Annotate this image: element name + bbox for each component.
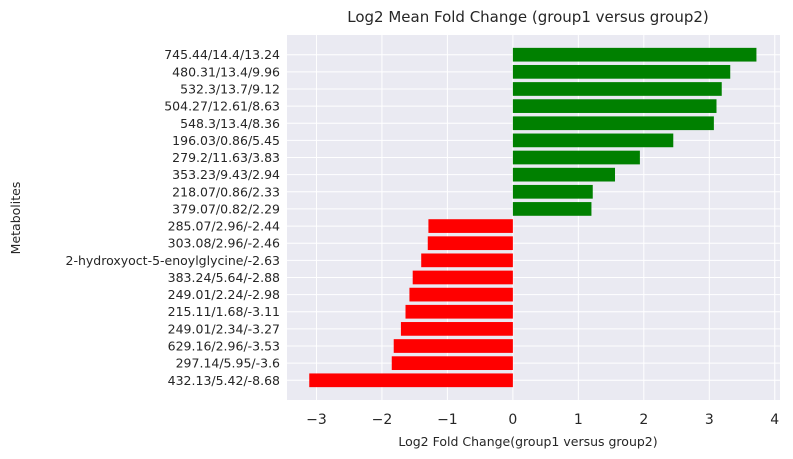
x-tick-label: −1 (437, 412, 458, 428)
y-tick-label: 629.16/2.96/-3.53 (168, 339, 280, 354)
y-tick-label: 215.11/1.68/-3.11 (168, 304, 280, 319)
y-tick-label: 548.3/13.4/8.36 (180, 116, 280, 131)
bar (412, 270, 513, 285)
bar (512, 167, 616, 182)
y-tick-label: 196.03/0.86/5.45 (172, 133, 280, 148)
x-tick-label: 1 (574, 412, 583, 428)
bars (309, 47, 757, 388)
x-tick-label: 4 (770, 412, 779, 428)
bar (409, 287, 513, 302)
bar (427, 236, 513, 251)
x-tick-label: 3 (705, 412, 714, 428)
bar (400, 322, 513, 336)
y-tick-label: 432.13/5.42/-8.68 (168, 373, 280, 388)
y-tick-labels: 745.44/14.4/13.24 480.31/13.4/9.96 532.3/1… (66, 47, 281, 388)
y-tick-label: 279.2/11.63/3.83 (172, 150, 280, 165)
bar (512, 47, 757, 62)
y-tick-label: 480.31/13.4/9.96 (172, 64, 280, 79)
y-tick-label: 249.01/2.24/-2.98 (168, 287, 280, 302)
bar (512, 82, 722, 96)
y-tick-label: 379.07/0.82/2.29 (172, 201, 280, 216)
bar (428, 219, 513, 233)
y-tick-label: 285.07/2.96/-2.44 (168, 219, 280, 234)
bar (512, 99, 717, 113)
y-tick-label: 249.01/2.34/-3.27 (168, 321, 280, 336)
y-tick-label: 2-hydroxyoct-5-enoylglycine/-2.63 (66, 253, 280, 268)
y-tick-label: 532.3/13.7/9.12 (180, 81, 280, 96)
x-axis-label: Log2 Fold Change(group1 versus group2) (398, 434, 657, 449)
bar (512, 202, 592, 216)
y-tick-label: 218.07/0.86/2.33 (172, 184, 280, 199)
bar (512, 150, 640, 165)
y-tick-label: 303.08/2.96/-2.46 (168, 236, 280, 251)
y-tick-label: 504.27/12.61/8.63 (164, 99, 280, 114)
bar (391, 356, 513, 371)
y-axis-label: Metabolites (8, 182, 23, 255)
y-tick-label: 353.23/9.43/2.94 (172, 167, 280, 182)
y-tick-label: 383.24/5.64/-2.88 (168, 270, 280, 285)
x-tick-label: 0 (508, 412, 517, 428)
bar (512, 64, 731, 79)
x-tick-label: −3 (306, 412, 327, 428)
bar (512, 133, 674, 148)
bar (405, 304, 513, 319)
chart-title: Log2 Mean Fold Change (group1 versus gro… (347, 8, 709, 26)
bar (421, 253, 513, 268)
bar (309, 373, 513, 388)
x-tick-label: −2 (372, 412, 393, 428)
x-tick-label: 2 (639, 412, 648, 428)
y-tick-label: 745.44/14.4/13.24 (164, 47, 280, 62)
x-tick-labels: −3 −2 −1 0 1 2 3 4 (306, 412, 779, 428)
bar (512, 184, 593, 199)
y-tick-label: 297.14/5.95/-3.6 (176, 356, 280, 371)
bar (393, 339, 513, 353)
bar (512, 116, 714, 131)
